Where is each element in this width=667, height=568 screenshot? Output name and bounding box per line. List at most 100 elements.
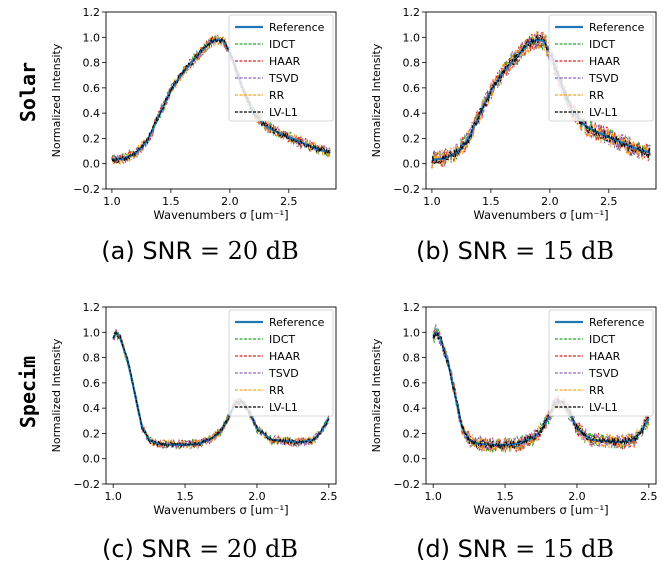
caption-c-eq: = <box>199 535 220 563</box>
y-axis-label-b: Normalized Intensity <box>370 43 383 157</box>
y-tick-label-d-4: 0.6 <box>403 377 421 390</box>
y-tick-label-a-5: 0.8 <box>83 57 101 70</box>
legend-label-a-reference: Reference <box>269 21 325 34</box>
y-tick-label-a-2: 0.2 <box>83 132 101 145</box>
x-tick-label-d-3: 2.5 <box>640 490 658 503</box>
y-tick-label-b-7: 1.2 <box>403 6 421 19</box>
x-tick-label-a-0: 1.0 <box>103 195 121 208</box>
y-tick-label-b-5: 0.8 <box>403 57 421 70</box>
caption-b-prefix: (b) SNR <box>415 237 508 265</box>
x-tick-label-b-2: 2.0 <box>541 195 559 208</box>
legend-label-d-haar: HAAR <box>589 350 621 363</box>
x-tick-label-c-3: 2.5 <box>320 490 338 503</box>
legend-label-b-rr: RR <box>589 89 605 102</box>
x-axis-label-d: Wavenumbers σ [um⁻¹] <box>473 503 608 517</box>
legend-label-c-reference: Reference <box>269 316 325 329</box>
x-tick-label-c-1: 1.5 <box>176 490 194 503</box>
legend-label-d-tsvd: TSVD <box>588 367 619 380</box>
y-tick-label-a-3: 0.4 <box>83 107 101 120</box>
series-line-d-lv-l1 <box>432 331 650 450</box>
x-tick-label-a-3: 2.5 <box>280 195 298 208</box>
y-tick-label-d-0: −0.2 <box>393 478 420 491</box>
x-tick-label-c-0: 1.0 <box>104 490 122 503</box>
y-tick-label-a-7: 1.2 <box>83 6 101 19</box>
y-tick-label-c-1: 0.0 <box>83 453 101 466</box>
y-tick-label-c-7: 1.2 <box>83 301 101 314</box>
legend-label-b-idct: IDCT <box>589 38 615 51</box>
legend-label-d-rr: RR <box>589 384 605 397</box>
series-line-c-lv-l1 <box>112 330 330 449</box>
y-tick-label-d-6: 1.0 <box>403 326 421 339</box>
y-tick-label-b-4: 0.6 <box>403 82 421 95</box>
y-tick-label-c-0: −0.2 <box>73 478 100 491</box>
row-label-specim: Specim <box>16 355 40 429</box>
y-tick-label-d-5: 0.8 <box>403 352 421 365</box>
y-tick-label-a-1: 0.0 <box>83 158 101 171</box>
caption-c: (c) SNR = 20 dB <box>90 535 310 563</box>
legend-label-c-lv-l1: LV-L1 <box>269 401 298 414</box>
x-tick-label-a-1: 1.5 <box>162 195 180 208</box>
y-tick-label-b-3: 0.4 <box>403 107 421 120</box>
caption-d-prefix: (d) SNR <box>415 535 508 563</box>
row-label-solar: Solar <box>16 61 40 123</box>
caption-b: (b) SNR = 15 dB <box>405 237 625 265</box>
caption-b-value: 15 dB <box>542 237 614 265</box>
legend-label-d-lv-l1: LV-L1 <box>589 401 618 414</box>
caption-b-eq: = <box>515 237 536 265</box>
x-tick-label-a-2: 2.0 <box>221 195 239 208</box>
plot-frame-d <box>425 306 657 485</box>
caption-d-eq: = <box>515 535 536 563</box>
series-line-a-lv-l1 <box>111 36 331 164</box>
y-tick-label-d-7: 1.2 <box>403 301 421 314</box>
y-tick-label-c-4: 0.6 <box>83 377 101 390</box>
legend-label-b-lv-l1: LV-L1 <box>589 106 618 119</box>
legend-label-a-tsvd: TSVD <box>268 72 299 85</box>
y-tick-label-b-6: 1.0 <box>403 31 421 44</box>
x-axis-label-b: Wavenumbers σ [um⁻¹] <box>473 208 608 222</box>
x-tick-label-b-1: 1.5 <box>482 195 500 208</box>
x-tick-label-d-0: 1.0 <box>424 490 442 503</box>
y-tick-label-d-1: 0.0 <box>403 453 421 466</box>
y-tick-label-d-2: 0.2 <box>403 427 421 440</box>
y-tick-label-a-4: 0.6 <box>83 82 101 95</box>
legend-label-c-tsvd: TSVD <box>268 367 299 380</box>
y-tick-label-b-0: −0.2 <box>393 183 420 196</box>
x-tick-label-b-0: 1.0 <box>423 195 441 208</box>
x-axis-label-a: Wavenumbers σ [um⁻¹] <box>153 208 288 222</box>
legend-label-c-rr: RR <box>269 384 285 397</box>
legend-label-a-lv-l1: LV-L1 <box>269 106 298 119</box>
caption-c-value: 20 dB <box>226 535 298 563</box>
plot-frame-c <box>105 306 337 485</box>
y-tick-label-c-2: 0.2 <box>83 427 101 440</box>
y-axis-label-d: Normalized Intensity <box>370 338 383 452</box>
y-tick-label-b-1: 0.0 <box>403 158 421 171</box>
x-tick-label-b-3: 2.5 <box>600 195 618 208</box>
y-tick-label-a-0: −0.2 <box>73 183 100 196</box>
legend-label-d-idct: IDCT <box>589 333 615 346</box>
y-axis-label-a: Normalized Intensity <box>50 43 63 157</box>
y-tick-label-c-5: 0.8 <box>83 352 101 365</box>
chart-panel-b: −0.2 0.0 0.2 0.4 0.6 0.8 1.0 1.2 1.0 1.5 2.0 2.5Wav… <box>370 6 657 222</box>
legend-label-d-reference: Reference <box>589 316 645 329</box>
series-line-b-reference <box>431 38 651 162</box>
caption-d-value: 15 dB <box>542 535 614 563</box>
caption-a-eq: = <box>199 237 220 265</box>
series-line-b-lv-l1 <box>431 33 651 165</box>
legend-label-c-haar: HAAR <box>269 350 301 363</box>
x-tick-label-d-1: 1.5 <box>496 490 514 503</box>
chart-panel-d: −0.2 0.0 0.2 0.4 0.6 0.8 1.0 1.2 1.0 1.5 2.0 2.5 Wav… <box>370 301 658 517</box>
caption-a: (a) SNR = 20 dB <box>90 237 310 265</box>
x-tick-label-d-2: 2.0 <box>568 490 586 503</box>
caption-a-prefix: (a) SNR <box>101 237 193 265</box>
legend-label-c-idct: IDCT <box>269 333 295 346</box>
legend-label-a-haar: HAAR <box>269 55 301 68</box>
x-axis-label-c: Wavenumbers σ [um⁻¹] <box>153 503 288 517</box>
legend-label-a-rr: RR <box>269 89 285 102</box>
y-tick-label-a-6: 1.0 <box>83 31 101 44</box>
y-tick-label-c-3: 0.4 <box>83 402 101 415</box>
caption-a-value: 20 dB <box>227 237 299 265</box>
legend-label-b-tsvd: TSVD <box>588 72 619 85</box>
plot-frame-b <box>425 11 657 190</box>
series-line-c-reference <box>112 330 330 446</box>
